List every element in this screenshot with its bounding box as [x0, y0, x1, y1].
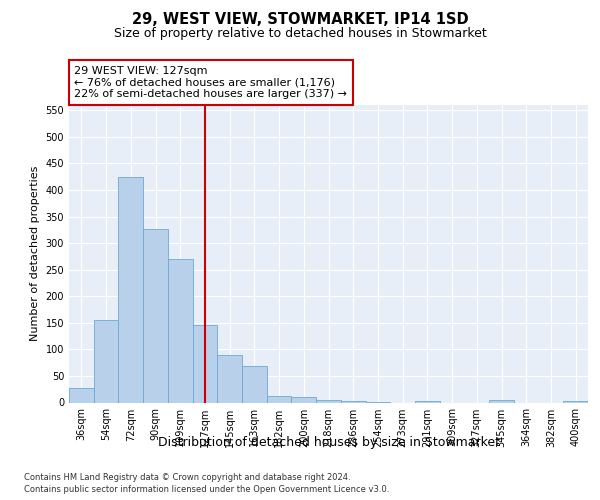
Bar	[267, 396, 292, 402]
Bar	[415, 401, 440, 402]
Text: Contains HM Land Registry data © Crown copyright and database right 2024.: Contains HM Land Registry data © Crown c…	[24, 474, 350, 482]
Text: Size of property relative to detached houses in Stowmarket: Size of property relative to detached ho…	[113, 28, 487, 40]
Bar	[489, 400, 514, 402]
Bar	[143, 229, 168, 402]
Bar	[341, 401, 365, 402]
Text: 29, WEST VIEW, STOWMARKET, IP14 1SD: 29, WEST VIEW, STOWMARKET, IP14 1SD	[131, 12, 469, 28]
Bar	[217, 354, 242, 403]
Bar	[316, 400, 341, 402]
Y-axis label: Number of detached properties: Number of detached properties	[30, 166, 40, 342]
Bar	[94, 320, 118, 402]
Text: Contains public sector information licensed under the Open Government Licence v3: Contains public sector information licen…	[24, 484, 389, 494]
Bar	[292, 397, 316, 402]
Bar	[563, 401, 588, 402]
Bar	[168, 259, 193, 402]
Text: Distribution of detached houses by size in Stowmarket: Distribution of detached houses by size …	[158, 436, 500, 449]
Bar	[242, 366, 267, 402]
Bar	[118, 176, 143, 402]
Bar	[69, 388, 94, 402]
Bar	[193, 326, 217, 402]
Text: 29 WEST VIEW: 127sqm
← 76% of detached houses are smaller (1,176)
22% of semi-de: 29 WEST VIEW: 127sqm ← 76% of detached h…	[74, 66, 347, 99]
